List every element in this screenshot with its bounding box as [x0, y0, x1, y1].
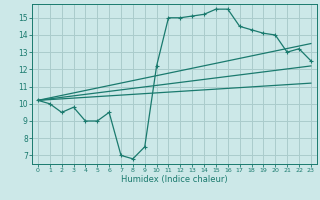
X-axis label: Humidex (Indice chaleur): Humidex (Indice chaleur) — [121, 175, 228, 184]
